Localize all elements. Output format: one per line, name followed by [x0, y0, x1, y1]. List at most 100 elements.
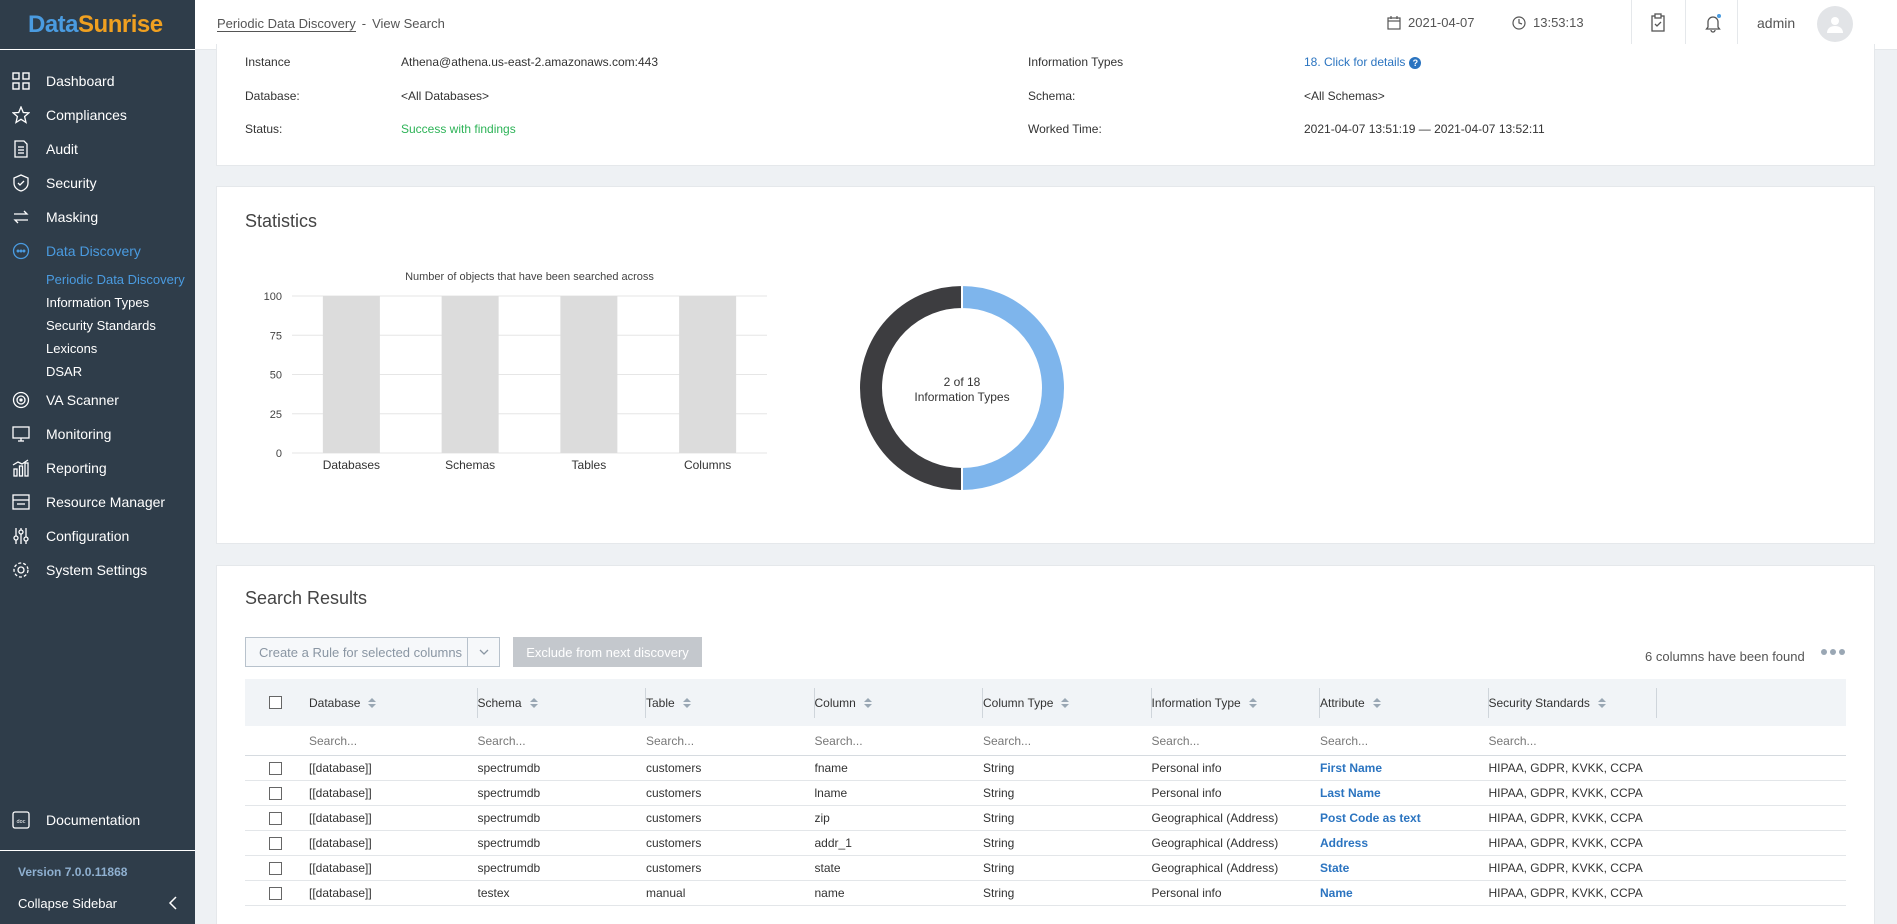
sidebar-item-masking[interactable]: Masking — [0, 200, 195, 234]
more-options-icon[interactable] — [1821, 649, 1845, 655]
sidebar-item-compliances[interactable]: Compliances — [0, 98, 195, 132]
cell-database: [[database]] — [309, 886, 372, 900]
row-checkbox[interactable] — [269, 861, 282, 875]
cell-table: customers — [646, 786, 702, 800]
row-checkbox[interactable] — [269, 811, 282, 825]
sort-icon[interactable] — [1597, 697, 1606, 708]
avatar[interactable] — [1817, 6, 1853, 42]
help-icon[interactable]: ? — [1409, 57, 1422, 69]
sidebar-documentation[interactable]: doc Documentation — [0, 803, 195, 837]
sidebar-item-dashboard[interactable]: Dashboard — [0, 64, 195, 98]
column-header-table[interactable]: Table — [646, 687, 815, 718]
instance-value: Athena@athena.us-east-2.amazonaws.com:44… — [401, 55, 658, 69]
filter-schema-input[interactable]: Search... — [477, 733, 526, 748]
cell-attribute[interactable]: Address — [1320, 836, 1369, 850]
x-tick-label: Tables — [572, 458, 607, 472]
cell-attribute[interactable]: State — [1320, 861, 1350, 875]
collapse-sidebar-button[interactable]: Collapse Sidebar — [18, 896, 178, 913]
sort-icon[interactable] — [1248, 697, 1257, 708]
filter-column-input[interactable]: Search... — [814, 733, 863, 748]
sidebar-item-label: Compliances — [46, 107, 127, 123]
bell-icon[interactable] — [1703, 13, 1723, 36]
x-tick-label: Schemas — [445, 458, 495, 472]
table-row[interactable]: [[database]] spectrumdb customers addr_1 Str… — [245, 831, 1846, 856]
search-details-card: Instance Athena@athena.us-east-2.amazona… — [216, 44, 1875, 166]
sidebar-item-security[interactable]: Security — [0, 166, 195, 200]
table-row[interactable]: [[database]] spectrumdb customers state Stri… — [245, 856, 1846, 881]
info-types-link[interactable]: 18. Click for details? — [1304, 55, 1422, 69]
row-checkbox[interactable] — [269, 761, 282, 775]
table-row[interactable]: [[database]] spectrumdb customers lname Stri… — [245, 781, 1846, 806]
row-checkbox[interactable] — [269, 886, 282, 900]
column-header-column-type[interactable]: Column Type — [983, 687, 1152, 718]
column-header-schema[interactable]: Schema — [478, 687, 646, 718]
cell-attribute[interactable]: First Name — [1320, 761, 1383, 775]
sidebar-item-documentation[interactable]: doc Documentation — [0, 803, 195, 837]
sidebar-subitem-security-standards[interactable]: Security Standards — [46, 318, 156, 333]
sort-icon[interactable] — [529, 697, 538, 708]
status-value: Success with findings — [401, 122, 516, 136]
sidebar-subitem-lexicons[interactable]: Lexicons — [46, 341, 98, 356]
results-table: Database Schema Table Column Column Type… — [245, 679, 1846, 906]
sidebar-item-audit[interactable]: Audit — [0, 132, 195, 166]
filter-attribute-input[interactable]: Search... — [1320, 733, 1369, 748]
sidebar-item-label: Monitoring — [46, 426, 112, 442]
column-header-security-standards[interactable]: Security Standards — [1489, 687, 1657, 718]
breadcrumb-link[interactable]: Periodic Data Discovery — [217, 16, 356, 32]
create-rule-button[interactable]: Create a Rule for selected columns — [245, 637, 500, 667]
donut-slice[interactable] — [961, 283, 1066, 493]
sort-icon[interactable] — [1372, 697, 1381, 708]
cell-security-standards: HIPAA, GDPR, KVKK, CCPA — [1488, 786, 1643, 800]
sort-icon[interactable] — [1061, 697, 1070, 708]
cell-attribute[interactable]: Post Code as text — [1320, 811, 1421, 825]
cell-schema: spectrumdb — [477, 761, 541, 775]
cell-attribute[interactable]: Last Name — [1320, 786, 1381, 800]
cell-column: state — [814, 861, 841, 875]
sidebar-item-label: Data Discovery — [46, 243, 141, 259]
sidebar-item-label: Documentation — [46, 812, 141, 828]
collapse-sidebar-label: Collapse Sidebar — [18, 896, 118, 911]
sidebar-item-data-discovery[interactable]: Data Discovery — [0, 234, 195, 268]
column-header-attribute[interactable]: Attribute — [1320, 687, 1489, 718]
filter-security-standards-input[interactable]: Search... — [1488, 733, 1537, 748]
sidebar-subitem-information-types[interactable]: Information Types — [46, 295, 150, 310]
column-header-database[interactable]: Database — [309, 687, 478, 718]
column-header-information-type[interactable]: Information Type — [1152, 687, 1320, 718]
table-row[interactable]: [[database]] spectrumdb customers zip String… — [245, 806, 1846, 831]
sidebar-item-va-scanner[interactable]: VA Scanner — [0, 383, 195, 417]
sidebar-item-monitoring[interactable]: Monitoring — [0, 417, 195, 451]
exclude-button[interactable]: Exclude from next discovery — [513, 637, 702, 667]
table-row[interactable]: [[database]] testex manual name String Person… — [245, 881, 1846, 906]
monitor-icon — [11, 424, 31, 444]
sidebar-item-configuration[interactable]: Configuration — [0, 519, 195, 553]
sidebar-item-system-settings[interactable]: System Settings — [0, 553, 195, 587]
select-all-checkbox[interactable] — [269, 696, 282, 709]
filter-column-type-input[interactable]: Search... — [983, 733, 1032, 748]
row-checkbox[interactable] — [269, 786, 282, 800]
table-row[interactable]: [[database]] spectrumdb customers fname Stri… — [245, 756, 1846, 781]
tasks-icon[interactable] — [1649, 13, 1667, 36]
logo[interactable]: Data Sunrise — [0, 0, 195, 50]
sidebar-item-resource-manager[interactable]: Resource Manager — [0, 485, 195, 519]
info-types-value[interactable]: 18. Click for details — [1304, 55, 1406, 69]
row-checkbox[interactable] — [269, 836, 282, 850]
filter-information-type-input[interactable]: Search... — [1151, 733, 1200, 748]
filter-database-input[interactable]: Search... — [309, 733, 358, 748]
column-header-column[interactable]: Column — [815, 687, 983, 718]
sort-icon[interactable] — [368, 697, 377, 708]
sidebar-item-reporting[interactable]: Reporting — [0, 451, 195, 485]
sort-icon[interactable] — [863, 697, 872, 708]
statistics-title: Statistics — [245, 211, 318, 231]
user-name[interactable]: admin — [1757, 15, 1796, 31]
resource-manager-icon — [11, 492, 31, 512]
header-divider — [1631, 0, 1632, 48]
cell-table: customers — [646, 811, 702, 825]
sidebar-subitem-dsar[interactable]: DSAR — [46, 364, 83, 379]
chevron-down-icon[interactable] — [467, 638, 499, 666]
filter-table-input[interactable]: Search... — [646, 733, 695, 748]
cell-attribute[interactable]: Name — [1320, 886, 1353, 900]
cell-security-standards: HIPAA, GDPR, KVKK, CCPA — [1488, 886, 1643, 900]
sidebar-subitem-periodic-data-discovery[interactable]: Periodic Data Discovery — [46, 272, 185, 287]
donut-slice[interactable] — [858, 283, 963, 493]
sort-icon[interactable] — [682, 697, 691, 708]
